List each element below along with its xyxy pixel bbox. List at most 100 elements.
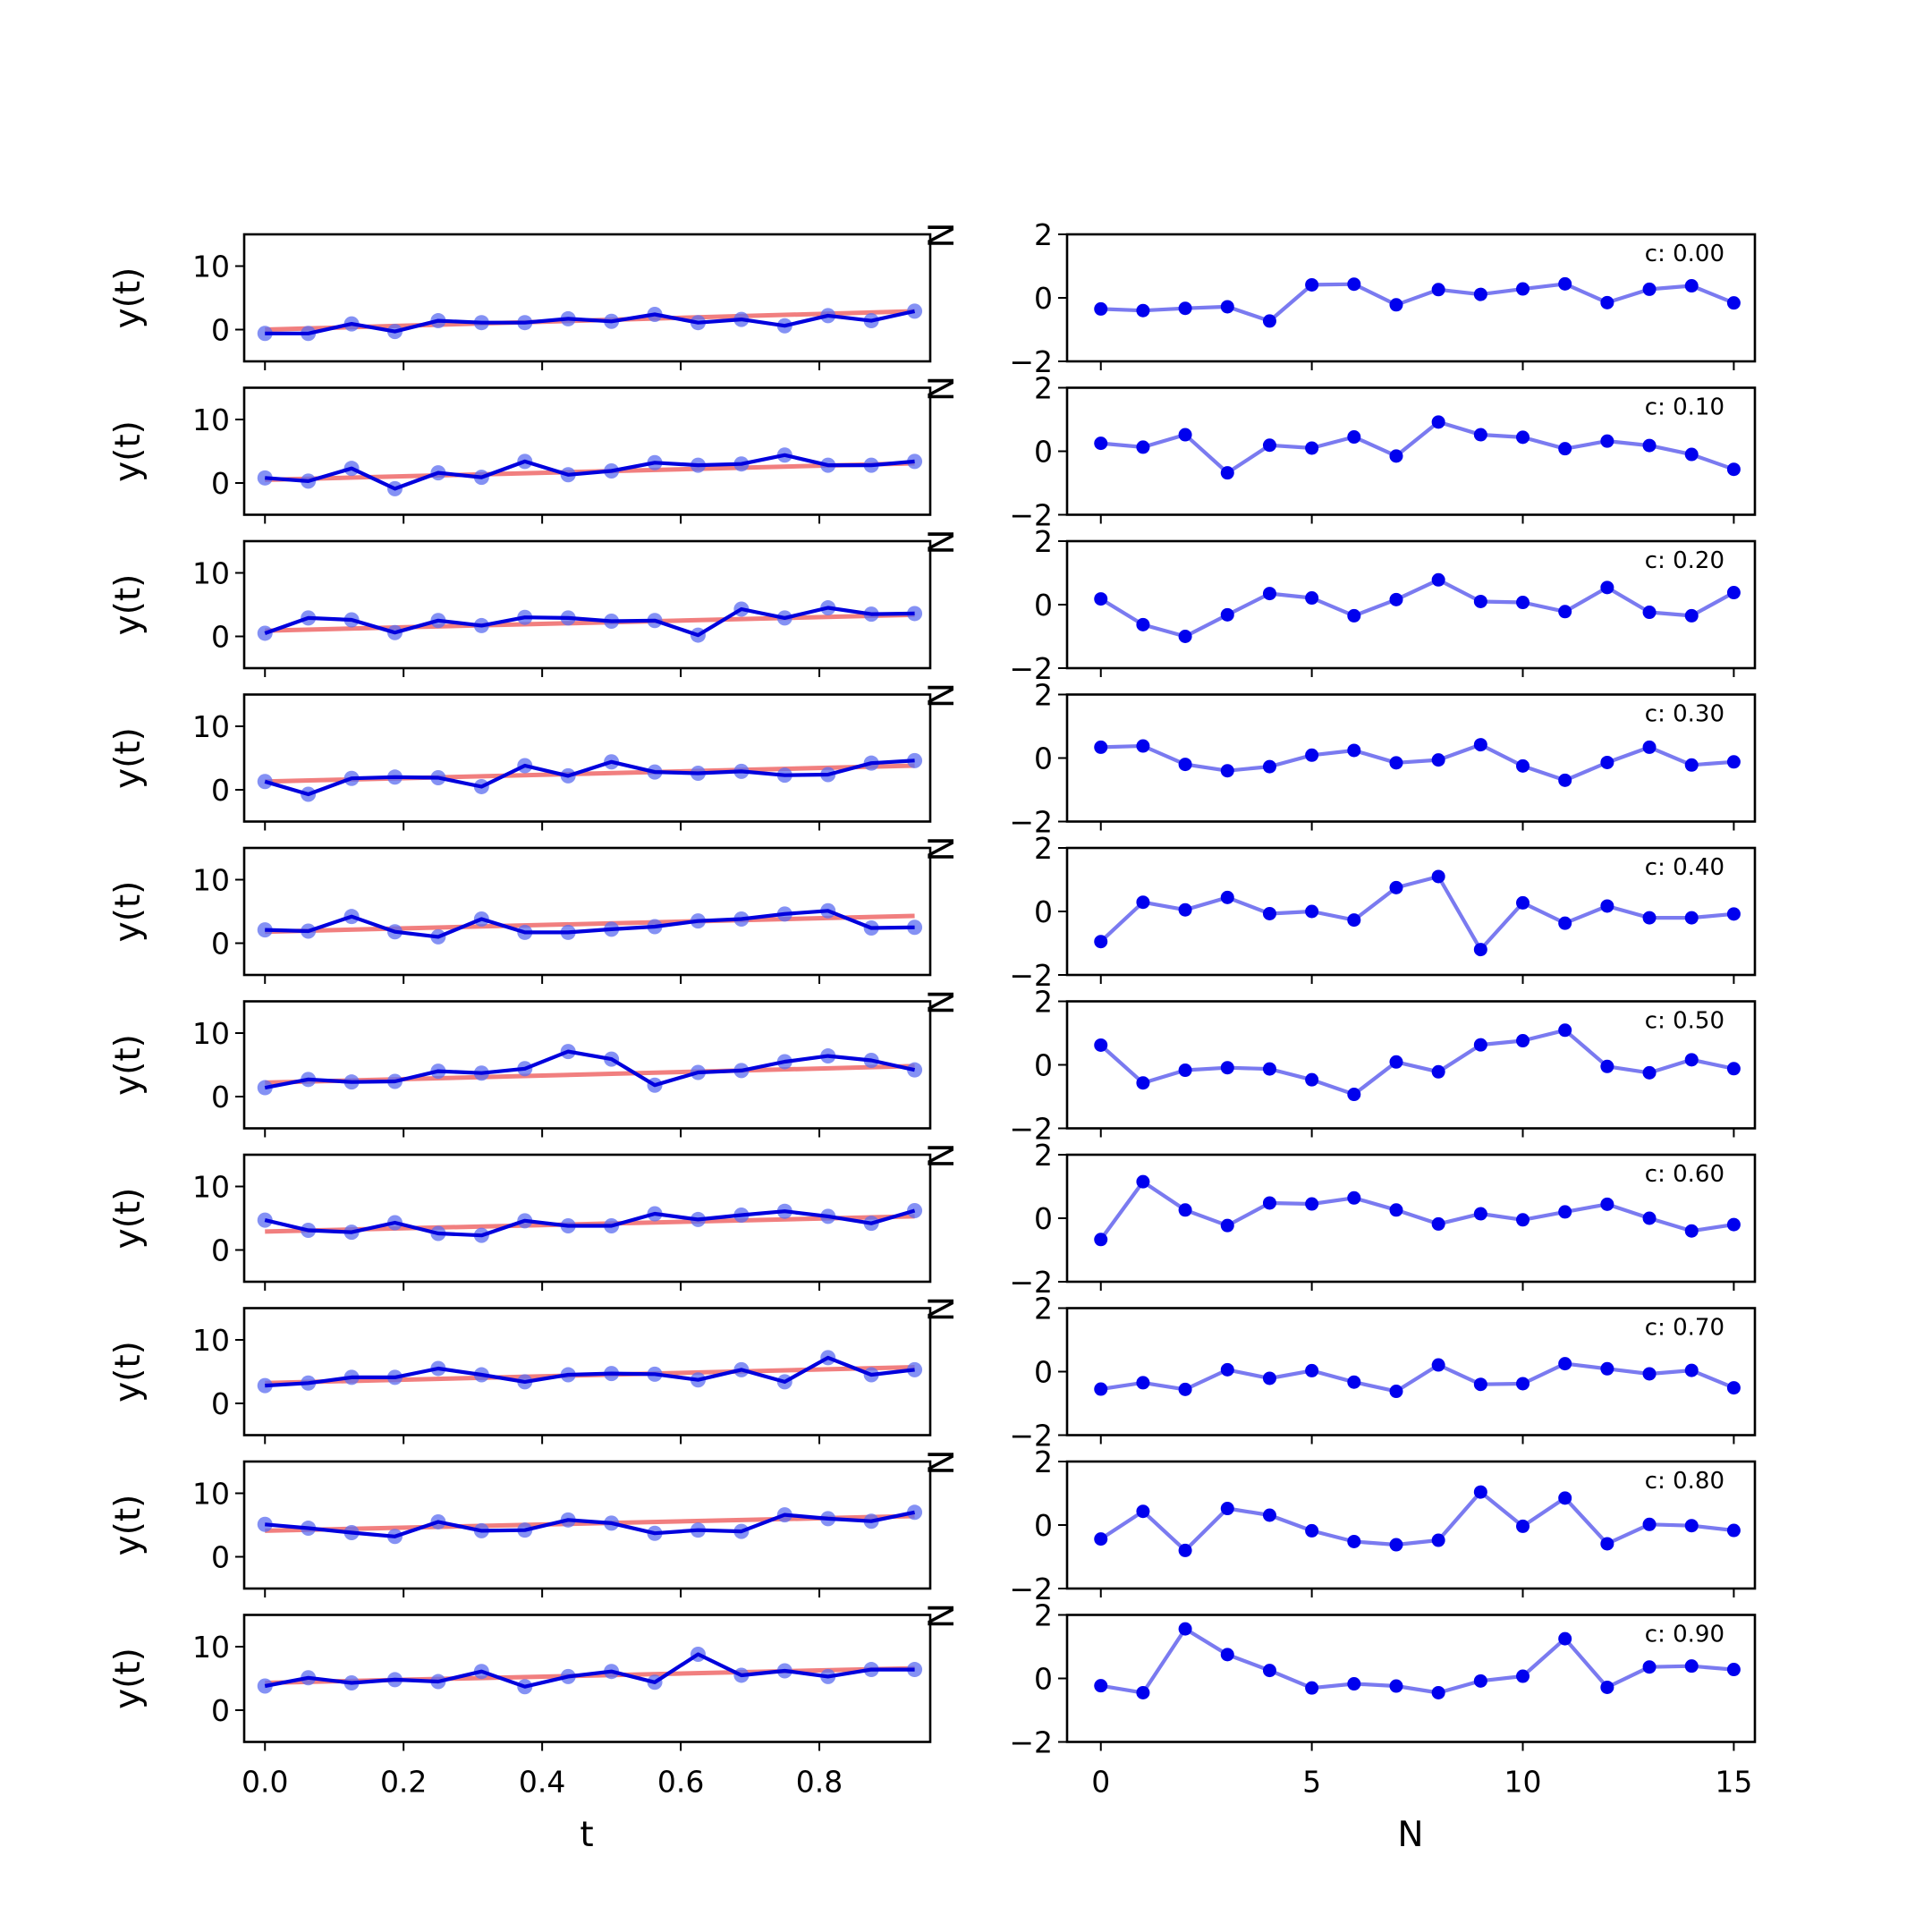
left-data-line xyxy=(265,1355,915,1388)
right-data-point xyxy=(1389,298,1403,312)
right-data-point xyxy=(1136,303,1150,318)
right-y-tick-label: −2 xyxy=(1009,1419,1053,1453)
left-data-line xyxy=(264,1049,916,1090)
right-data-point xyxy=(1600,1680,1614,1694)
left-subplot-8: 0 10 y(t) N xyxy=(108,1296,962,1445)
right-data-point xyxy=(1684,1363,1699,1377)
right-data-point xyxy=(1262,906,1276,920)
right-data-point xyxy=(1726,1062,1741,1076)
right-data-point xyxy=(1220,607,1234,622)
left-data-line xyxy=(265,1510,916,1538)
right-data-point xyxy=(1305,277,1319,292)
right-data-point xyxy=(1431,869,1445,884)
right-data-point xyxy=(1726,1523,1741,1538)
right-data-point xyxy=(1178,758,1192,772)
right-data-point xyxy=(1178,1203,1192,1217)
right-y-tick-label: 0 xyxy=(1034,1662,1053,1697)
right-data-line xyxy=(1099,874,1734,952)
right-data-point xyxy=(1389,756,1403,770)
right-data-point xyxy=(1347,430,1361,445)
left-y-tick-label: 10 xyxy=(192,1016,230,1051)
right-y-tick-label: −2 xyxy=(1009,1265,1053,1300)
right-data-point xyxy=(1262,759,1276,774)
right-data-point xyxy=(1473,287,1487,301)
right-data-point xyxy=(1726,462,1741,477)
right-data-point xyxy=(1347,1088,1361,1102)
left-y-axis-label: y(t) xyxy=(108,1495,148,1556)
left-subplot-background xyxy=(244,1001,930,1129)
right-y-tick-label: 0 xyxy=(1034,281,1053,316)
left-subplot-background xyxy=(244,541,930,668)
right-subplot-background xyxy=(1067,1462,1755,1589)
right-y-tick-label: 0 xyxy=(1034,741,1053,776)
right-data-point xyxy=(1389,1055,1403,1069)
left-y-axis-label: y(t) xyxy=(108,420,148,482)
left-subplot-background xyxy=(244,387,930,515)
right-y-tick-label: 2 xyxy=(1034,524,1053,559)
right-data-point xyxy=(1178,1382,1192,1396)
right-subplot-frame xyxy=(1065,846,1757,977)
right-data-point xyxy=(1642,740,1657,754)
right-data-point xyxy=(1305,441,1319,455)
left-subplot-frame xyxy=(242,1460,932,1590)
left-subplot-9: 0 10 y(t) N xyxy=(108,1449,962,1597)
left-data-line xyxy=(264,758,915,797)
right-data-point xyxy=(1516,596,1530,610)
left-y-axis-label: y(t) xyxy=(108,727,148,789)
right-subplot-background xyxy=(1067,541,1755,668)
right-data-point xyxy=(1431,1064,1445,1079)
right-data-point xyxy=(1305,748,1319,762)
right-data-point xyxy=(1094,1679,1108,1693)
right-data-point xyxy=(1516,430,1530,445)
right-y-tick-label: −2 xyxy=(1009,1112,1053,1147)
right-data-point xyxy=(1136,895,1150,910)
right-subplot-2: −2 0 2 c: 0.10 xyxy=(1009,371,1757,533)
right-data-point xyxy=(1473,1207,1487,1221)
left-y-axis-label: y(t) xyxy=(108,1648,148,1709)
right-data-point xyxy=(1726,296,1741,310)
right-data-point xyxy=(1684,1659,1699,1674)
left-y-tick-label: 10 xyxy=(192,1323,230,1358)
left-subplot-3: 0 10 y(t) N xyxy=(108,529,962,677)
right-subplot-5: −2 0 2 c: 0.40 xyxy=(1009,831,1757,993)
right-data-point xyxy=(1347,1534,1361,1548)
right-data-point xyxy=(1220,764,1234,778)
right-x-tick-label: 10 xyxy=(1504,1765,1542,1800)
right-data-point xyxy=(1431,1533,1445,1547)
right-data-point xyxy=(1558,773,1572,787)
right-subplot-6: −2 0 2 c: 0.50 xyxy=(1009,985,1757,1147)
right-y-tick-label: 2 xyxy=(1034,1445,1053,1479)
right-data-point xyxy=(1642,911,1657,925)
right-data-point xyxy=(1684,1053,1699,1067)
left-y-tick-label: 10 xyxy=(192,402,230,437)
clipped-side-label: N xyxy=(922,1142,962,1168)
right-column-subplots: −2 0 2 c: 0.00 −2 0 2 c: 0.10 −2 0 2 c: 0.20 −2 0 2 c: … xyxy=(1009,217,1757,1800)
right-data-line xyxy=(1100,1626,1734,1695)
left-y-tick-label: 0 xyxy=(211,1540,230,1575)
right-data-point xyxy=(1094,740,1108,754)
right-data-point xyxy=(1431,1358,1445,1372)
right-data-point xyxy=(1389,1385,1403,1399)
right-data-point xyxy=(1684,447,1699,462)
right-y-tick-label: 0 xyxy=(1034,1508,1053,1543)
right-data-point xyxy=(1558,1023,1572,1038)
left-y-tick-label: 10 xyxy=(192,709,230,744)
right-data-point xyxy=(1684,1519,1699,1533)
right-data-point xyxy=(1431,1685,1445,1699)
left-y-tick-label: 0 xyxy=(211,1693,230,1728)
right-y-tick-label: −2 xyxy=(1009,498,1053,533)
left-y-tick-label: 0 xyxy=(211,466,230,501)
right-data-point xyxy=(1558,1491,1572,1505)
left-y-tick-label: 10 xyxy=(192,250,230,284)
left-subplot-1: 0 10 y(t) N xyxy=(108,222,962,370)
left-y-axis-label: y(t) xyxy=(108,881,148,943)
right-data-point xyxy=(1516,758,1530,773)
right-data-point xyxy=(1094,1532,1108,1546)
right-data-point xyxy=(1262,1062,1276,1076)
clipped-side-label: N xyxy=(922,376,962,402)
right-subplot-3: −2 0 2 c: 0.20 xyxy=(1009,524,1757,686)
right-subplot-frame xyxy=(1065,1460,1757,1590)
right-data-line xyxy=(1100,419,1735,475)
right-data-point xyxy=(1473,1038,1487,1052)
right-data-point xyxy=(1220,1648,1234,1662)
